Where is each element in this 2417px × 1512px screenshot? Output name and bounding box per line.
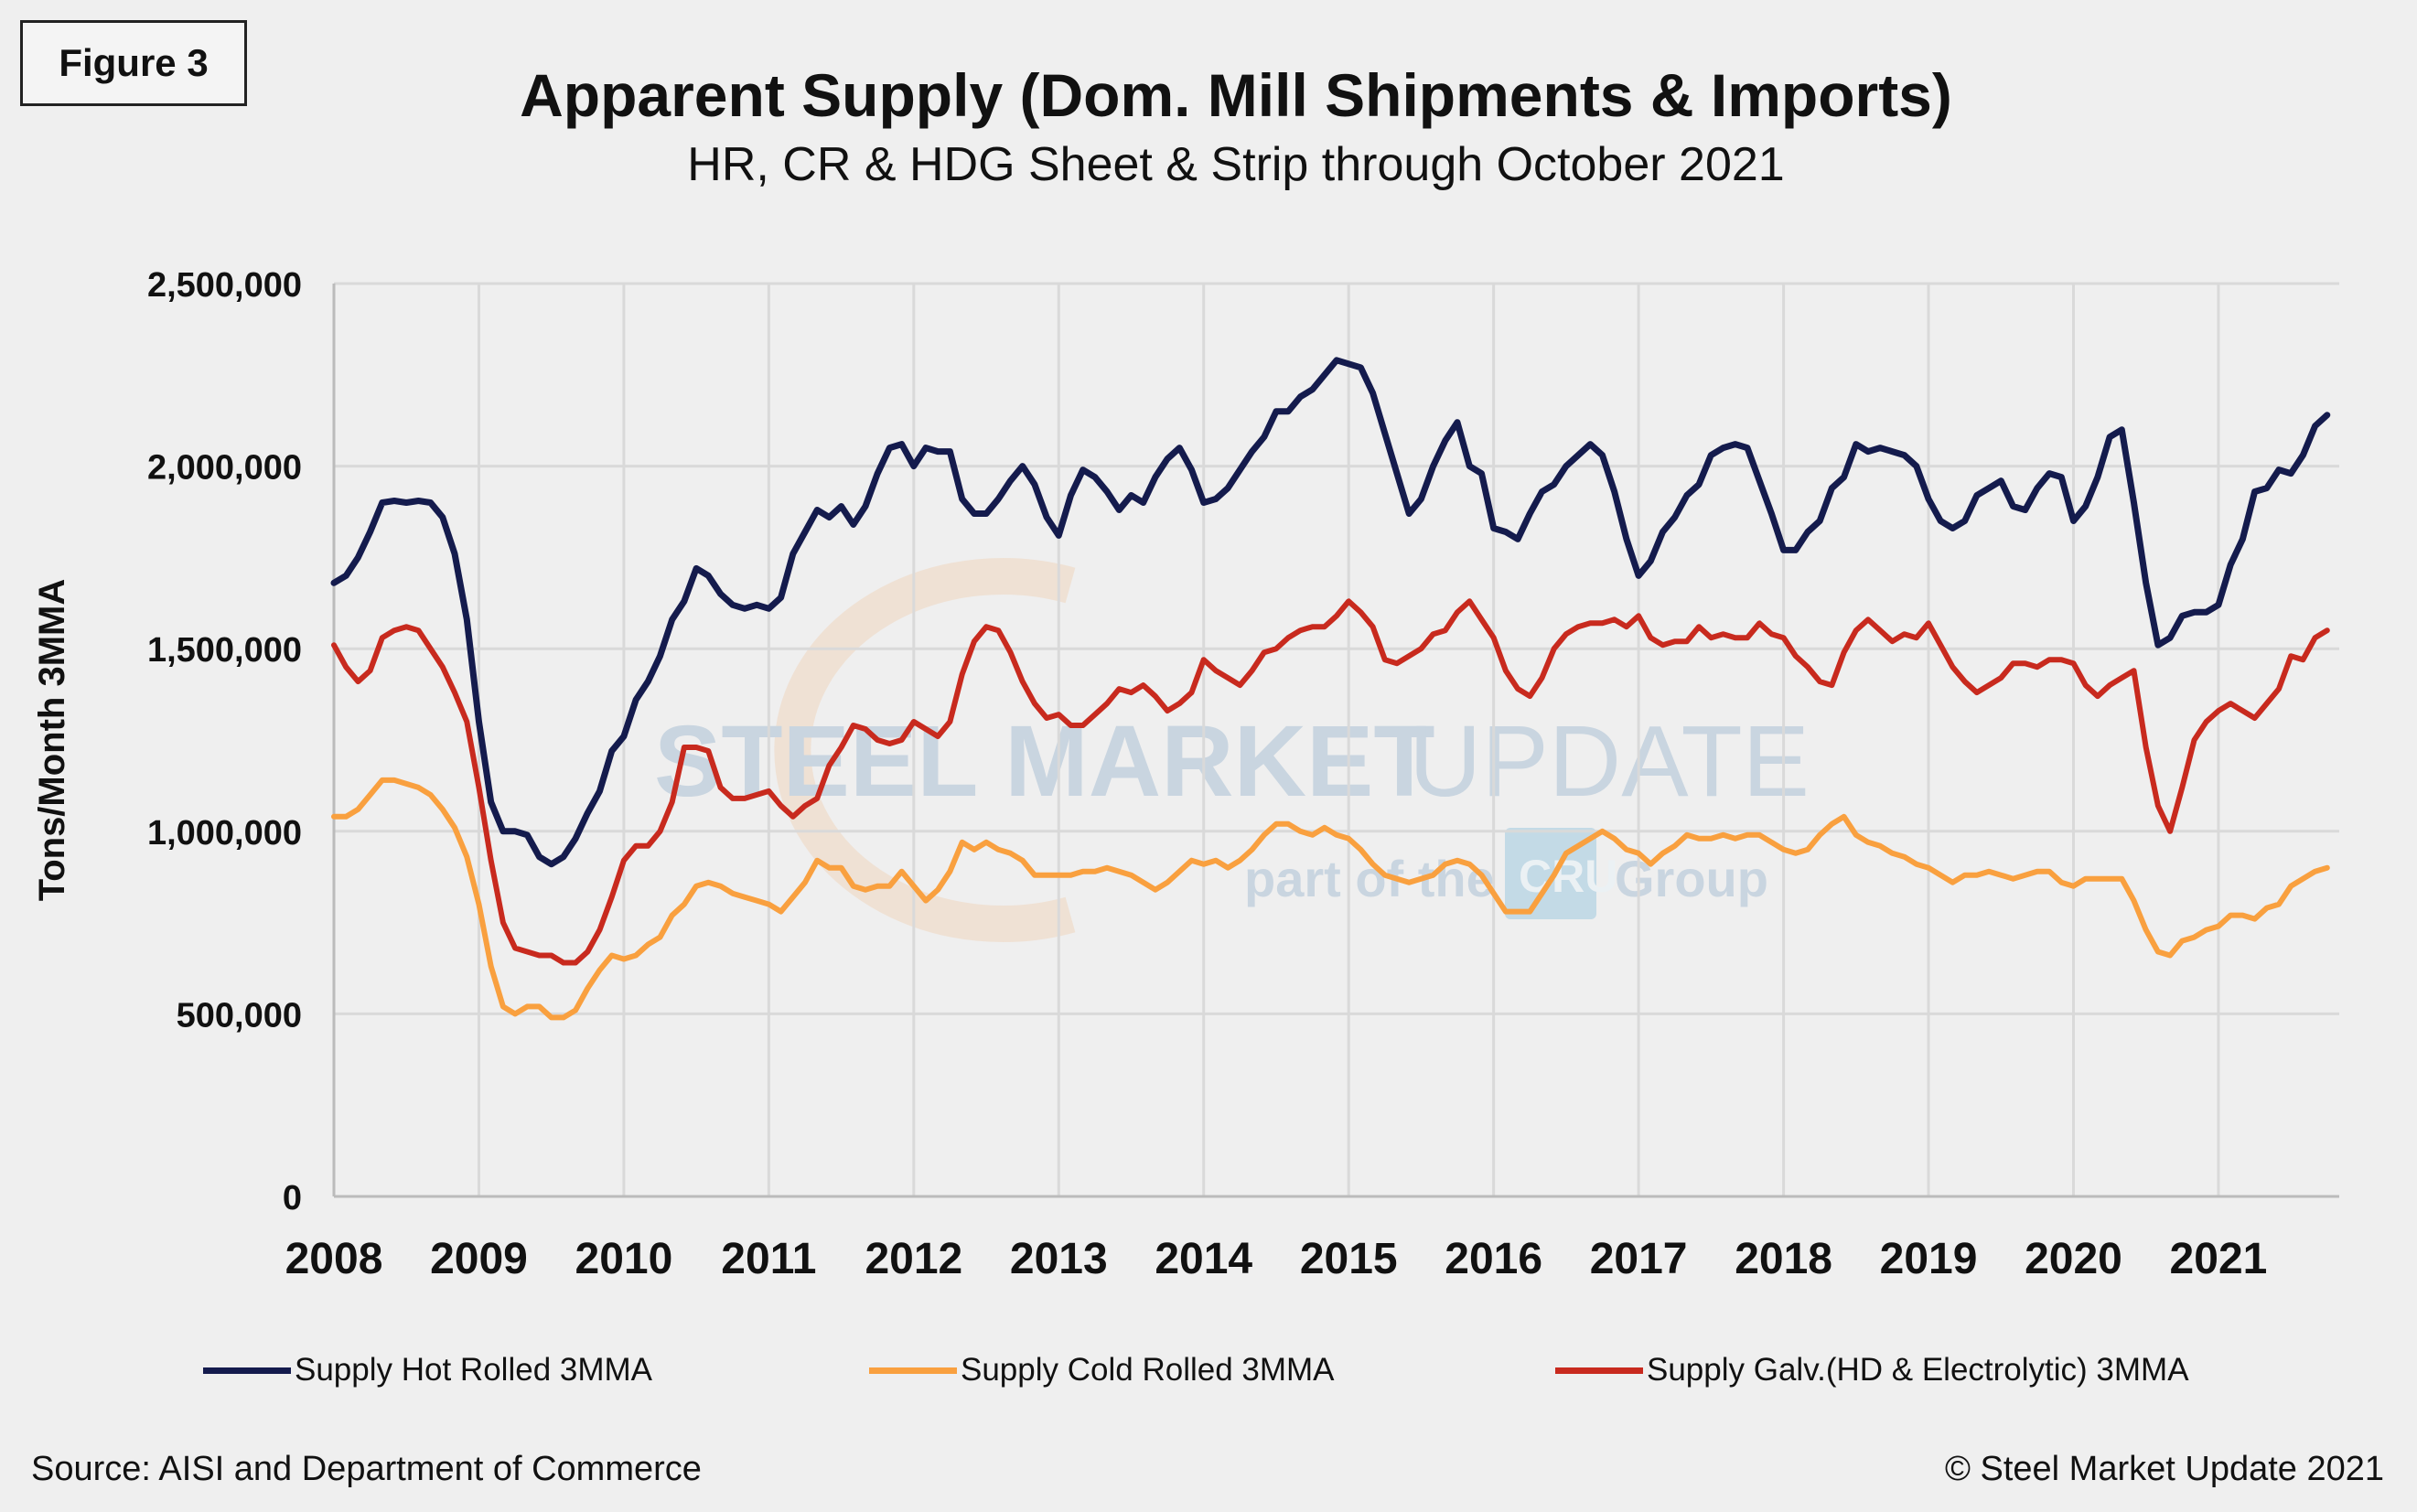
figure-label: Figure 3 — [20, 20, 247, 106]
legend-swatch — [1555, 1367, 1643, 1374]
x-tick-label: 2012 — [865, 1235, 962, 1283]
legend-label: Supply Cold Rolled 3MMA — [961, 1352, 1335, 1388]
x-tick-label: 2014 — [1155, 1235, 1252, 1283]
y-axis-title: Tons/Month 3MMA — [32, 579, 72, 902]
y-tick-label: 500,000 — [177, 996, 302, 1035]
x-tick-label: 2015 — [1300, 1235, 1398, 1283]
y-tick-label: 1,000,000 — [147, 814, 302, 853]
watermark-text-4: CRU — [1519, 851, 1617, 902]
legend-item: Supply Hot Rolled 3MMA — [203, 1352, 652, 1389]
source-note: Source: AISI and Department of Commerce — [31, 1450, 702, 1488]
x-tick-label: 2017 — [1590, 1235, 1688, 1283]
x-tick-label: 2013 — [1010, 1235, 1108, 1283]
y-tick-label: 2,000,000 — [147, 449, 302, 488]
watermark-text-1: STEEL MARKET — [654, 705, 1435, 818]
watermark-text-2: UPDATE — [1409, 705, 1810, 818]
legend-label: Supply Galv.(HD & Electrolytic) 3MMA — [1647, 1352, 2189, 1388]
y-tick-label: 0 — [283, 1179, 302, 1217]
legend-label: Supply Hot Rolled 3MMA — [295, 1352, 652, 1388]
legend-item: Supply Galv.(HD & Electrolytic) 3MMA — [1555, 1352, 2189, 1389]
chart-title: Apparent Supply (Dom. Mill Shipments & I… — [520, 61, 1952, 129]
series-line-galv — [331, 598, 2330, 966]
legend-swatch — [203, 1367, 291, 1374]
series-line-hot-rolled — [330, 357, 2331, 868]
y-tick-label: 1,500,000 — [147, 631, 302, 670]
series-line-cold-rolled — [331, 777, 2330, 1021]
x-tick-label: 2020 — [2025, 1235, 2122, 1283]
x-tick-label: 2009 — [430, 1235, 528, 1283]
chart-subtitle: HR, CR & HDG Sheet & Strip through Octob… — [687, 138, 1785, 191]
x-tick-label: 2021 — [2170, 1235, 2268, 1283]
x-tick-label: 2010 — [575, 1235, 673, 1283]
legend-swatch — [869, 1367, 957, 1374]
x-tick-label: 2016 — [1445, 1235, 1542, 1283]
watermark-logo: STEEL MARKET UPDATE part of the CRU Grou… — [654, 558, 1810, 942]
x-tick-label: 2011 — [721, 1235, 816, 1283]
x-tick-label: 2008 — [285, 1235, 383, 1283]
y-tick-label: 2,500,000 — [147, 266, 302, 305]
x-tick-label: 2018 — [1735, 1235, 1832, 1283]
legend-item: Supply Cold Rolled 3MMA — [869, 1352, 1335, 1389]
copyright-note: © Steel Market Update 2021 — [1944, 1450, 2384, 1488]
x-tick-label: 2019 — [1880, 1235, 1978, 1283]
watermark-text-5: Group — [1615, 850, 1768, 907]
